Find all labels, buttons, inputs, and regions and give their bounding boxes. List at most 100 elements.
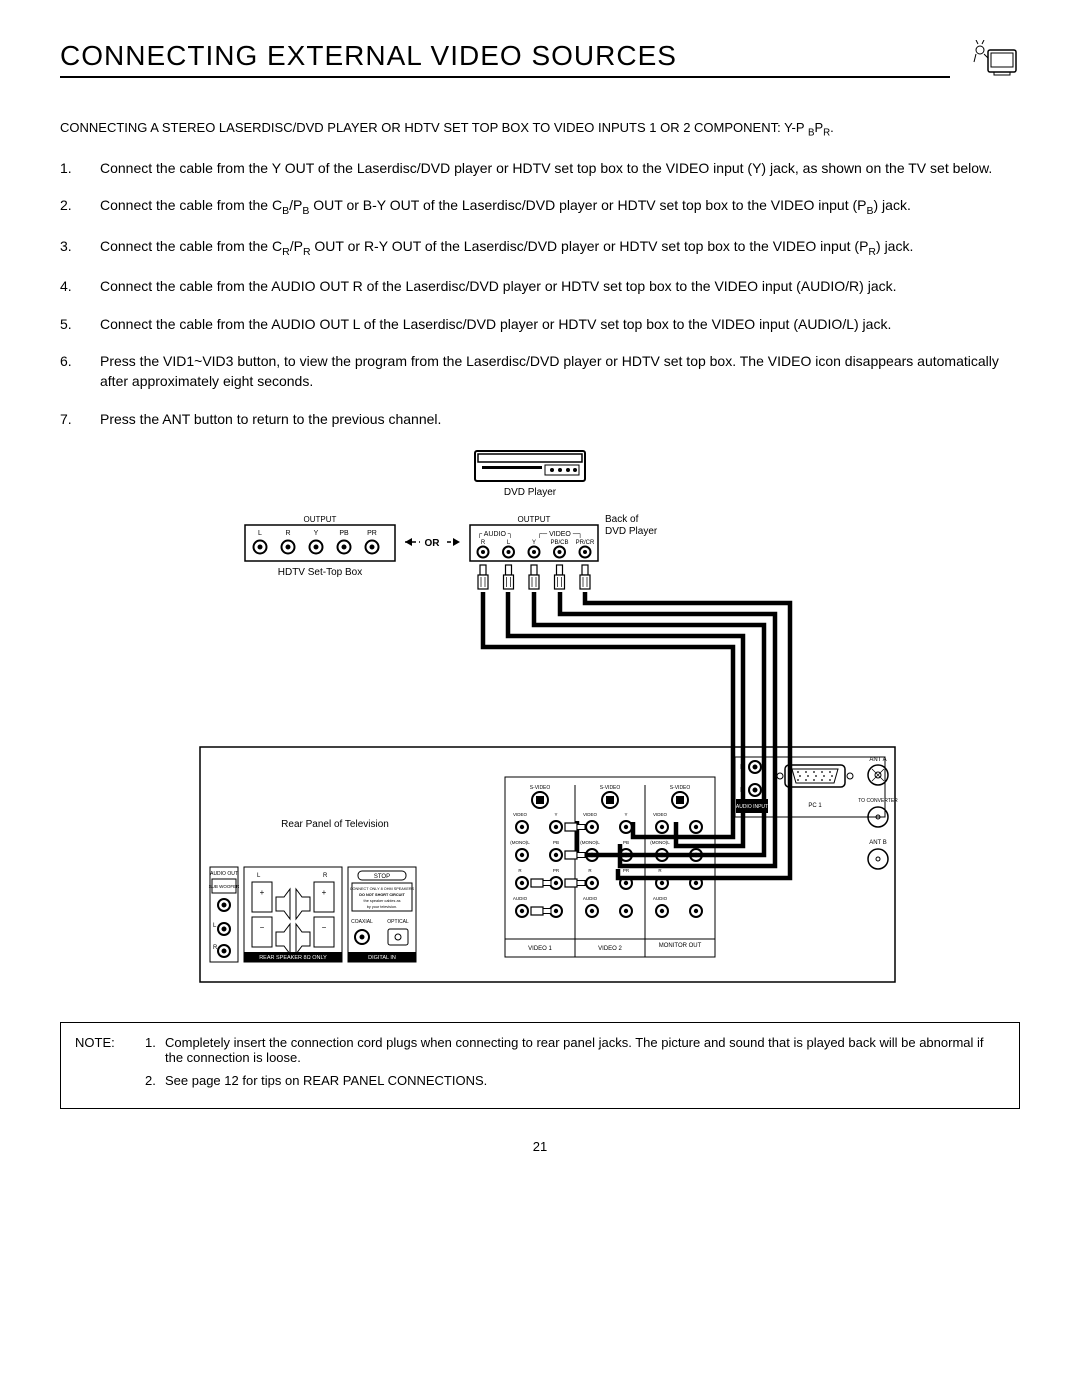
note-box: NOTE: 1.Completely insert the connection… [60, 1022, 1020, 1109]
step-text: Connect the cable from the AUDIO OUT R o… [100, 277, 1020, 297]
note-text: See page 12 for tips on REAR PANEL CONNE… [165, 1073, 487, 1088]
svg-text:(MONO)L: (MONO)L [580, 840, 600, 845]
dvd-player-icon [475, 451, 585, 481]
svg-text:R: R [518, 868, 522, 873]
svg-text:MONITOR OUT: MONITOR OUT [659, 943, 702, 949]
svg-text:AUDIO INPUT: AUDIO INPUT [736, 804, 768, 810]
svg-text:L: L [257, 873, 261, 879]
step-number: 2. [60, 196, 100, 218]
note-number: 1. [145, 1035, 165, 1065]
svg-text:PB: PB [339, 530, 349, 537]
svg-text:R: R [323, 873, 328, 879]
hdtv-output-panel: OUTPUT L R Y PB PR [245, 515, 395, 561]
svg-text:Y: Y [532, 540, 536, 546]
svg-text:Y: Y [554, 812, 557, 817]
svg-text:OPTICAL: OPTICAL [387, 919, 409, 925]
svg-text:−: − [260, 923, 265, 932]
svg-text:PR/CR: PR/CR [576, 540, 595, 546]
svg-text:OUTPUT: OUTPUT [304, 515, 337, 524]
step-number: 1. [60, 159, 100, 179]
svg-text:DVD Player: DVD Player [605, 526, 658, 537]
svg-text:R: R [588, 868, 592, 873]
svg-text:CONNECT ONLY 8 OHM SPEAKERS: CONNECT ONLY 8 OHM SPEAKERS [350, 887, 415, 891]
svg-text:VIDEO: VIDEO [583, 812, 598, 817]
svg-text:AUDIO: AUDIO [653, 896, 668, 901]
svg-text:+: + [260, 888, 265, 897]
svg-text:VIDEO: VIDEO [513, 812, 528, 817]
svg-text:DO NOT SHORT CIRCUIT: DO NOT SHORT CIRCUIT [359, 893, 405, 897]
step-text: Press the VID1~VID3 button, to view the … [100, 352, 1020, 391]
svg-text:+: + [322, 888, 327, 897]
svg-text:DVD Player: DVD Player [504, 487, 557, 498]
note-number: 2. [145, 1073, 165, 1088]
svg-text:┌─ VIDEO ─┐: ┌─ VIDEO ─┐ [537, 531, 583, 538]
antenna-block: ANT A TO CONVERTER ANT B [858, 757, 898, 869]
step-text: Connect the cable from the AUDIO OUT L o… [100, 315, 1020, 335]
cables [483, 592, 790, 878]
svg-text:PB: PB [553, 840, 559, 845]
step-number: 5. [60, 315, 100, 335]
svg-text:Y: Y [314, 530, 319, 537]
svg-text:VIDEO 1: VIDEO 1 [528, 946, 552, 952]
svg-text:HDTV Set-Top Box: HDTV Set-Top Box [278, 567, 362, 578]
svg-text:L: L [258, 530, 262, 537]
svg-text:DIGITAL IN: DIGITAL IN [368, 955, 396, 961]
svg-text:Y: Y [624, 812, 627, 817]
svg-text:S-VIDEO: S-VIDEO [530, 785, 551, 791]
svg-text:Rear Panel of Television: Rear Panel of Television [281, 819, 389, 830]
svg-text:REAR SPEAKER 8Ω ONLY: REAR SPEAKER 8Ω ONLY [259, 955, 327, 961]
step-text: Connect the cable from the Y OUT of the … [100, 159, 1020, 179]
svg-text:L: L [740, 764, 744, 771]
step-number: 7. [60, 410, 100, 430]
svg-text:(MONO)L: (MONO)L [650, 840, 670, 845]
svg-text:L: L [213, 923, 217, 929]
svg-text:by your television.: by your television. [367, 905, 397, 909]
connection-diagram: DVD Player Back of DVD Player OUTPUT L R Y… [180, 447, 900, 992]
svg-text:ANT B: ANT B [869, 840, 887, 846]
note-label: NOTE: [75, 1035, 145, 1096]
rear-speaker-block: L R + − + − REAR SPEAKER 8Ω ONLY [244, 867, 342, 962]
svg-text:ANT A: ANT A [869, 757, 886, 763]
digital-in-block: STOP CONNECT ONLY 8 OHM SPEAKERS DO NOT … [348, 867, 416, 962]
svg-text:AUDIO: AUDIO [583, 896, 598, 901]
svg-text:S-VIDEO: S-VIDEO [600, 785, 621, 791]
svg-text:OUTPUT: OUTPUT [518, 515, 551, 524]
note-text: Completely insert the connection cord pl… [165, 1035, 1005, 1065]
svg-text:PC 1: PC 1 [808, 803, 822, 809]
svg-text:R: R [285, 530, 290, 537]
svg-text:STOP: STOP [374, 874, 390, 880]
svg-text:PB: PB [623, 840, 629, 845]
svg-text:the speaker cables as: the speaker cables as [364, 899, 401, 903]
svg-text:(MONO)L: (MONO)L [510, 840, 530, 845]
page-title: CONNECTING EXTERNAL VIDEO SOURCES [60, 40, 950, 78]
svg-text:PR: PR [553, 868, 560, 873]
step-text: Connect the cable from the CB/PB OUT or … [100, 196, 1020, 218]
audio-out-block: AUDIO OUT SUB WOOFER L R [209, 867, 241, 962]
svg-text:AUDIO OUT: AUDIO OUT [210, 871, 238, 877]
tv-character-icon [970, 40, 1020, 80]
svg-text:AUDIO: AUDIO [513, 896, 528, 901]
svg-text:S-VIDEO: S-VIDEO [670, 785, 691, 791]
dvd-output-panel: OUTPUT ┌ AUDIO ┐ ┌─ VIDEO ─┐ RLYPB/CBPR/… [470, 515, 598, 561]
steps-list: 1.Connect the cable from the Y OUT of th… [60, 159, 1020, 430]
svg-text:COAXIAL: COAXIAL [351, 919, 373, 925]
svg-text:VIDEO 2: VIDEO 2 [598, 946, 622, 952]
svg-text:OR: OR [425, 538, 441, 549]
svg-text:TO CONVERTER: TO CONVERTER [858, 798, 898, 804]
pc-input-block: L R AUDIO INPUT PC 1 [735, 757, 885, 817]
section-subtitle: CONNECTING A STEREO LASERDISC/DVD PLAYER… [60, 120, 1020, 139]
step-number: 6. [60, 352, 100, 391]
svg-text:R: R [740, 787, 745, 794]
svg-text:PB/CB: PB/CB [550, 540, 568, 546]
step-number: 4. [60, 277, 100, 297]
step-text: Connect the cable from the CR/PR OUT or … [100, 237, 1020, 259]
svg-text:R: R [481, 540, 486, 546]
step-text: Press the ANT button to return to the pr… [100, 410, 1020, 430]
step-number: 3. [60, 237, 100, 259]
svg-text:Back of: Back of [605, 514, 639, 525]
or-separator: OR [405, 535, 460, 549]
svg-text:┌ AUDIO ┐: ┌ AUDIO ┐ [477, 531, 513, 538]
svg-text:PR: PR [367, 530, 377, 537]
page-number: 21 [60, 1139, 1020, 1154]
svg-text:−: − [322, 923, 327, 932]
